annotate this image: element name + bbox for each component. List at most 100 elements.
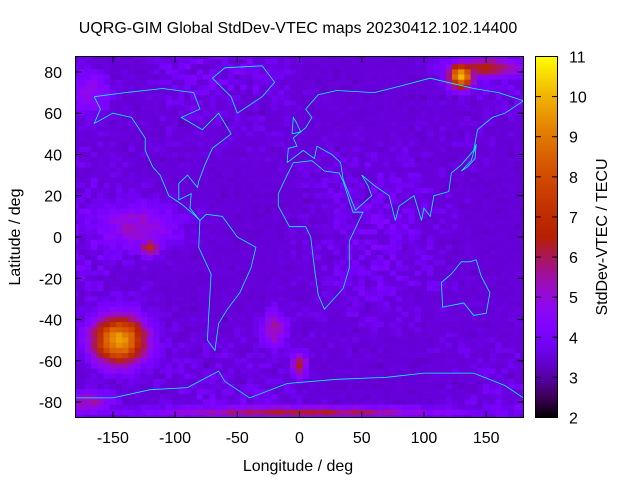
- heatmap-cell: [439, 177, 447, 184]
- heatmap-cell: [514, 177, 521, 184]
- heatmap-cell: [445, 198, 453, 204]
- heatmap-cell: [470, 218, 478, 225]
- heatmap-cell: [184, 383, 192, 390]
- heatmap-cell: [75, 203, 80, 210]
- heatmap-cell: [190, 59, 198, 65]
- heatmap-cell: [377, 239, 384, 246]
- heatmap-cell: [140, 151, 148, 158]
- heatmap-cell: [184, 188, 192, 194]
- heatmap-cell: [358, 260, 366, 266]
- heatmap-cell: [333, 59, 341, 65]
- heatmap-cell: [259, 296, 266, 302]
- heatmap-cell: [147, 146, 154, 153]
- heatmap-cell: [184, 110, 192, 117]
- heatmap-cell: [134, 275, 142, 282]
- heatmap-cell: [252, 363, 260, 369]
- heatmap-cell: [520, 120, 524, 127]
- heatmap-cell: [346, 311, 353, 318]
- heatmap-cell: [203, 218, 210, 225]
- heatmap-cell: [420, 389, 428, 395]
- heatmap-cell: [103, 193, 111, 199]
- heatmap-cell: [103, 136, 111, 142]
- heatmap-cell: [234, 255, 241, 261]
- heatmap-cell: [371, 306, 378, 313]
- heatmap-cell: [514, 95, 521, 101]
- heatmap-cell: [147, 162, 154, 168]
- heatmap-cell: [128, 100, 136, 106]
- heatmap-cell: [414, 275, 422, 282]
- heatmap-cell: [427, 316, 434, 323]
- heatmap-cell: [308, 193, 316, 199]
- heatmap-cell: [346, 275, 353, 282]
- heatmap-cell: [476, 218, 484, 225]
- heatmap-cell: [246, 327, 254, 333]
- heatmap-cell: [277, 56, 285, 60]
- heatmap-cell: [97, 69, 104, 75]
- heatmap-cell: [196, 162, 204, 168]
- heatmap-cell: [140, 378, 148, 385]
- heatmap-cell: [458, 79, 465, 86]
- heatmap-cell: [352, 120, 360, 127]
- heatmap-cell: [165, 100, 173, 106]
- heatmap-cell: [75, 363, 80, 369]
- heatmap-cell: [476, 115, 484, 122]
- heatmap-cell: [165, 229, 173, 235]
- heatmap-cell: [445, 69, 453, 75]
- heatmap-cell: [358, 90, 366, 96]
- heatmap-cell: [277, 373, 285, 380]
- heatmap-cell: [147, 74, 154, 81]
- heatmap-cell: [265, 120, 272, 127]
- heatmap-cell: [346, 126, 353, 132]
- heatmap-cell: [134, 229, 142, 235]
- heatmap-cell: [290, 193, 297, 199]
- heatmap-cell: [97, 146, 104, 153]
- heatmap-cell: [389, 162, 397, 168]
- heatmap-cell: [327, 198, 335, 204]
- heatmap-cell: [383, 291, 391, 297]
- heatmap-cell: [290, 347, 297, 354]
- heatmap-cell: [91, 280, 98, 287]
- heatmap-cell: [140, 234, 148, 240]
- heatmap-cell: [427, 224, 434, 230]
- heatmap-cell: [408, 84, 416, 91]
- heatmap-cell: [171, 126, 179, 132]
- heatmap-cell: [371, 363, 378, 369]
- heatmap-cell: [458, 296, 465, 302]
- heatmap-cell: [75, 105, 80, 112]
- heatmap-cell: [178, 239, 185, 246]
- heatmap-cell: [420, 342, 428, 349]
- heatmap-cell: [78, 95, 86, 101]
- heatmap-cell: [122, 188, 129, 194]
- heatmap-cell: [84, 157, 92, 163]
- heatmap-cell: [433, 316, 440, 323]
- heatmap-cell: [134, 141, 142, 148]
- heatmap-cell: [246, 244, 254, 251]
- heatmap-cell: [147, 311, 154, 318]
- heatmap-cell: [109, 213, 117, 220]
- heatmap-cell: [420, 79, 428, 86]
- heatmap-cell: [184, 141, 192, 148]
- heatmap-cell: [265, 332, 272, 338]
- heatmap-cell: [91, 95, 98, 101]
- heatmap-cell: [271, 337, 279, 344]
- heatmap-cell: [383, 213, 391, 220]
- heatmap-cell: [371, 311, 378, 318]
- heatmap-cell: [458, 64, 465, 70]
- heatmap-cell: [339, 342, 347, 349]
- heatmap-cell: [103, 322, 111, 328]
- heatmap-cell: [147, 69, 154, 75]
- heatmap-cell: [489, 394, 496, 400]
- heatmap-cell: [464, 110, 472, 117]
- heatmap-cell: [358, 69, 366, 75]
- heatmap-cell: [97, 301, 104, 308]
- heatmap-cell: [277, 64, 285, 70]
- heatmap-cell: [339, 394, 347, 400]
- heatmap-cell: [103, 56, 111, 60]
- heatmap-cell: [227, 167, 235, 173]
- heatmap-cell: [352, 172, 360, 179]
- heatmap-cell: [227, 285, 235, 292]
- heatmap-cell: [97, 394, 104, 400]
- heatmap-cell: [476, 265, 484, 271]
- heatmap-cell: [302, 115, 310, 122]
- heatmap-cell: [209, 373, 216, 380]
